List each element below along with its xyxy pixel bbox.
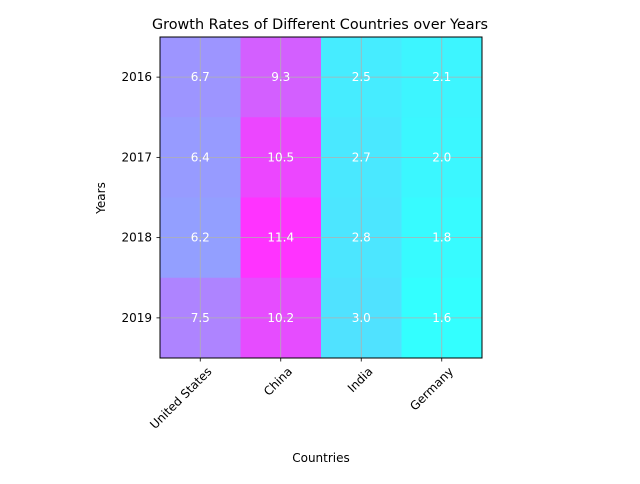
cell-value-label: 9.3 bbox=[271, 70, 290, 84]
cell-value-label: 10.2 bbox=[267, 311, 294, 325]
x-tick-label: Germany bbox=[407, 364, 456, 413]
cell-value-label: 6.2 bbox=[191, 231, 210, 245]
y-tick-label: 2017 bbox=[121, 150, 152, 164]
chart-title: Growth Rates of Different Countries over… bbox=[152, 17, 488, 33]
cell-value-label: 2.0 bbox=[432, 150, 451, 164]
y-tick-label: 2016 bbox=[121, 70, 152, 84]
cell-value-label: 2.8 bbox=[352, 231, 371, 245]
cell-value-label: 2.1 bbox=[432, 70, 451, 84]
cell-value-labels: 6.7 9.3 2.5 2.1 6.4 10.5 2.7 2.0 6.2 11.4 2.8 1.8 7.… bbox=[191, 70, 452, 325]
plot-frame bbox=[159, 36, 483, 359]
x-tick-label: China bbox=[261, 364, 295, 398]
cell-value-label: 6.4 bbox=[191, 150, 210, 164]
x-axis-label: Countries bbox=[292, 451, 350, 465]
cell-value-label: 2.7 bbox=[352, 150, 371, 164]
x-tick-label: India bbox=[345, 364, 376, 395]
y-axis-ticks: 2016 2017 2018 2019 bbox=[121, 70, 160, 325]
cell-value-label: 1.6 bbox=[432, 311, 451, 325]
cell-value-label: 6.7 bbox=[191, 70, 210, 84]
cell-value-label: 3.0 bbox=[352, 311, 371, 325]
x-tick-label: United States bbox=[147, 364, 214, 431]
x-axis-ticks: United States China India Germany bbox=[147, 358, 456, 432]
y-axis-label: Years bbox=[94, 182, 108, 215]
cell-value-label: 7.5 bbox=[191, 311, 210, 325]
cell-value-label: 1.8 bbox=[432, 231, 451, 245]
cell-value-label: 10.5 bbox=[267, 150, 294, 164]
cell-value-label: 11.4 bbox=[267, 231, 294, 245]
y-tick-label: 2018 bbox=[121, 231, 152, 245]
grid-lines bbox=[160, 37, 482, 358]
y-tick-label: 2019 bbox=[121, 311, 152, 325]
cell-value-label: 2.5 bbox=[352, 70, 371, 84]
